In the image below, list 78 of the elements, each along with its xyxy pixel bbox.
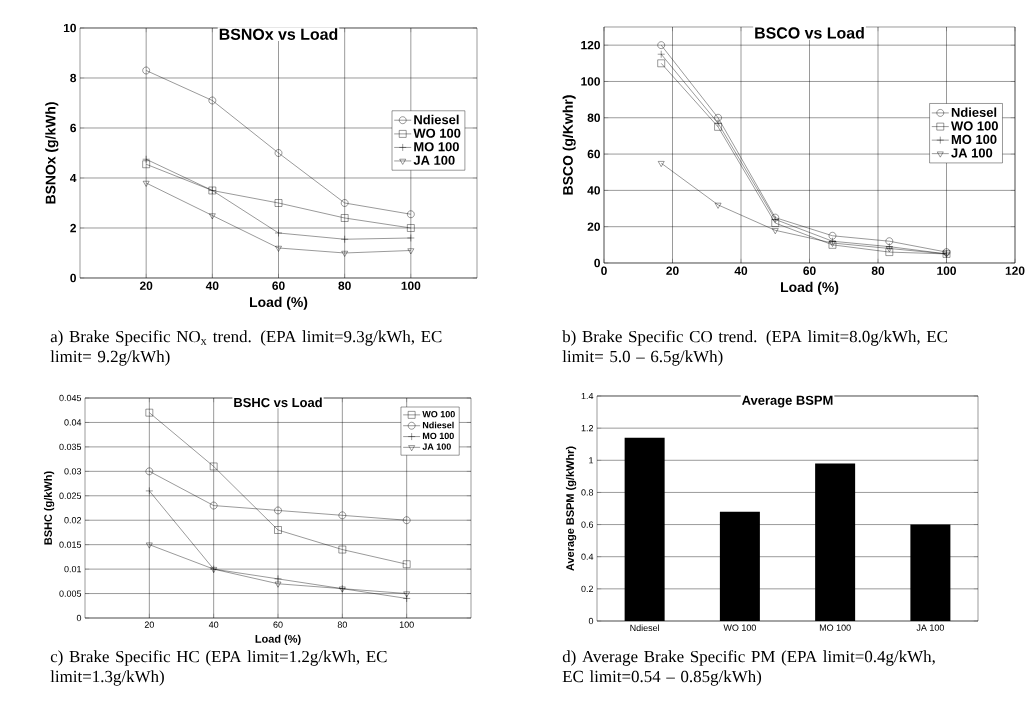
x-tick-label: 100 <box>937 266 956 275</box>
x-tick-label: 60 <box>272 281 285 290</box>
x-tick-label: 20 <box>666 266 679 275</box>
legend-label: MO 100 <box>951 134 997 145</box>
y-tick-label: 0.045 <box>59 394 82 402</box>
y-tick-label: 40 <box>587 186 600 195</box>
x-tick-label: 40 <box>734 266 748 275</box>
x-tick-label: MO 100 <box>819 624 851 631</box>
y-axis-title: Average BSPM (g/kWhr) <box>565 446 577 571</box>
y-tick-label: 0.01 <box>64 565 82 573</box>
x-tick-label: 20 <box>144 621 154 628</box>
legend-label: JA 100 <box>413 155 455 165</box>
y-tick-label: 80 <box>587 113 600 122</box>
y-tick-label: 0.025 <box>59 492 82 499</box>
x-tick-label: 60 <box>273 621 283 628</box>
x-axis-title: Load (%) <box>781 281 839 295</box>
legend-label: WO 100 <box>951 121 998 131</box>
legend-label: Ndiesel <box>951 107 997 117</box>
chart-title: BSHC vs Load <box>234 397 322 408</box>
text: c) Brake Specific HC (EPA limit=1.2g/kWh, EC limit=1.3g/kWh) <box>50 650 387 686</box>
x-tick-label: 40 <box>205 281 219 290</box>
y-tick-label: 1 <box>589 457 594 464</box>
x-tick-label: 120 <box>1005 266 1025 275</box>
y-tick-label: 8 <box>70 73 77 83</box>
y-tick-label: 0 <box>594 258 600 268</box>
x-tick-label: 80 <box>338 281 351 290</box>
x-tick-label: 0 <box>601 266 607 275</box>
y-tick-label: 0.015 <box>59 541 82 548</box>
legend-label: MO 100 <box>414 142 459 152</box>
y-tick-label: 0.6 <box>581 521 594 528</box>
chart-title: Average BSPM <box>742 395 833 408</box>
y-axis-title: BSHC (g/kWh) <box>43 471 55 545</box>
chart-title: BSCO vs Load <box>755 26 864 39</box>
x-tick-label: 60 <box>803 266 816 275</box>
x-tick-label: 80 <box>871 266 885 275</box>
text: a) Brake Specific NO$_{x}$ trend. (EPA limit=9.3g/kWh, EC limit= 9.2g/kWh) <box>50 330 442 366</box>
y-tick-label: 0.04 <box>64 419 82 426</box>
x-axis-title: Load (%) <box>255 634 301 645</box>
y-tick-label: 0.03 <box>64 468 82 475</box>
y-tick-label: 1.4 <box>581 392 594 400</box>
y-tick-label: 4 <box>70 173 77 183</box>
y-tick-label: 60 <box>587 149 600 159</box>
y-tick-label: 0.2 <box>581 585 594 593</box>
x-tick-label: 100 <box>401 281 421 290</box>
y-tick-label: 6 <box>70 123 77 133</box>
x-tick-label: 80 <box>337 621 347 628</box>
y-tick-label: 0.4 <box>581 553 594 560</box>
chart-title: BSNOx vs Load <box>219 28 338 40</box>
legend-label: JA 100 <box>422 443 451 450</box>
y-tick-label: 100 <box>581 77 600 86</box>
legend-label: MO 100 <box>422 432 454 440</box>
y-tick-label: 120 <box>581 40 600 50</box>
y-tick-label: 0.8 <box>581 489 594 496</box>
x-tick-label: 40 <box>208 621 219 628</box>
x-tick-label: JA 100 <box>916 624 944 631</box>
x-tick-label: Ndiesel <box>630 624 659 632</box>
legend-label: WO 100 <box>413 128 461 138</box>
legend-label: Ndiesel <box>422 421 454 429</box>
x-tick-label: 20 <box>139 281 153 290</box>
y-tick-label: 1.2 <box>581 425 594 432</box>
y-tick-label: 20 <box>587 222 600 231</box>
y-tick-label: 0.035 <box>59 443 82 451</box>
y-tick-label: 2 <box>70 223 76 233</box>
y-tick-label: 0.005 <box>59 590 82 597</box>
text: d) Average Brake Specific PM (EPA limit=0.4g/kWh, EC limit=0.54 – 0.85g/kWh) <box>562 650 935 686</box>
y-axis-title: BSNOx (g/kWh) <box>45 102 59 204</box>
legend-label: Ndiesel <box>414 114 459 125</box>
x-tick-label: WO 100 <box>723 624 756 631</box>
y-tick-label: 0 <box>76 614 82 622</box>
y-tick-label: 10 <box>63 23 76 33</box>
y-tick-label: 0 <box>70 273 76 283</box>
y-tick-label: 0.02 <box>64 517 82 524</box>
legend-label: JA 100 <box>951 148 993 158</box>
legend-label: WO 100 <box>422 410 455 418</box>
y-axis-title: BSCO (g/Kwhr) <box>562 95 576 195</box>
text: b) Brake Specific CO trend. (EPA limit=8.0g/kWh, EC limit= 5.0 – 6.5g/kWh) <box>562 330 947 366</box>
x-axis-title: Load (%) <box>250 296 308 310</box>
x-tick-label: 100 <box>399 621 414 628</box>
